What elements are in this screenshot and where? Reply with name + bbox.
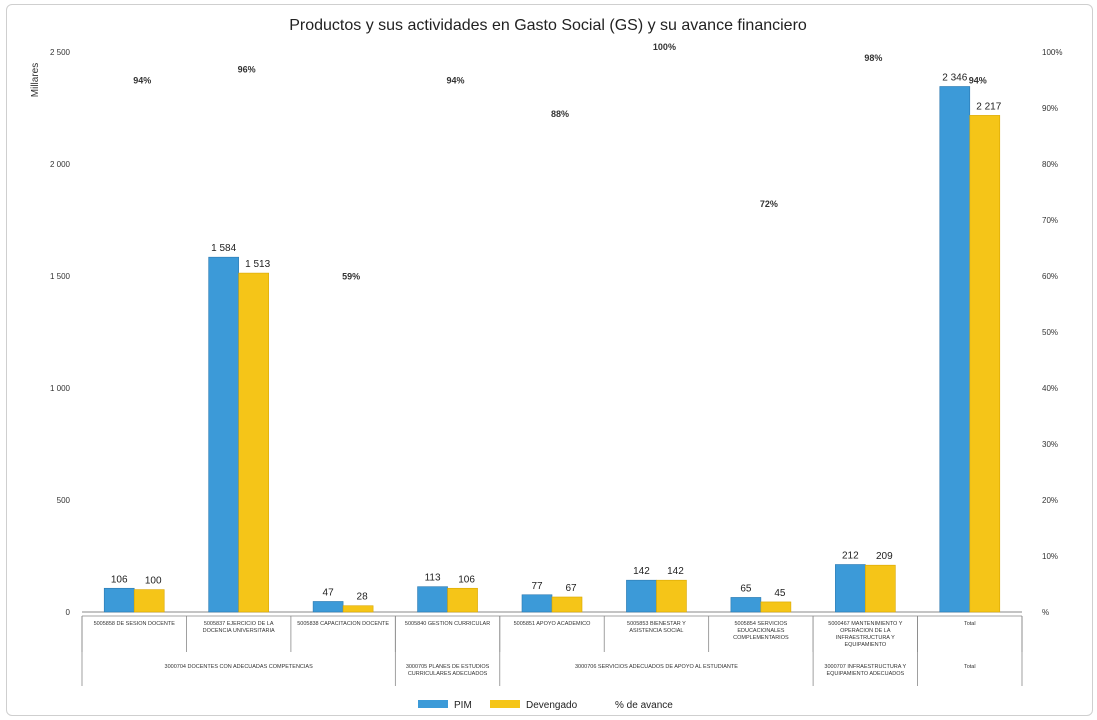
- bar-devengado: [760, 601, 792, 613]
- data-label-pim: 1 584: [211, 243, 236, 254]
- bar-pim: [835, 564, 866, 613]
- x-tick-label: 5005851 APOYO ACADEMICO: [514, 621, 591, 627]
- y2-tick-label: 80%: [1042, 160, 1058, 169]
- x-tick-label: 5005837 EJERCICIO DE LA DOCENCIA UNIVERSI…: [203, 621, 275, 634]
- percent-label: 59%: [342, 272, 360, 282]
- bar-devengado: [342, 605, 374, 613]
- group-label: Total: [964, 664, 976, 670]
- percent-label: 72%: [760, 199, 778, 209]
- group-label: 3000704 DOCENTES CON ADECUADAS COMPETENC…: [165, 664, 314, 670]
- bar-pim: [103, 587, 135, 613]
- percent-label: 98%: [864, 53, 882, 63]
- percent-label: 100%: [653, 42, 676, 52]
- legend-label: PIM: [454, 700, 472, 711]
- bar-devengado: [133, 589, 165, 613]
- percent-label: 96%: [238, 64, 256, 74]
- percent-label: 94%: [969, 76, 987, 86]
- data-label-devengado: 1 513: [245, 259, 270, 270]
- percent-label: 94%: [447, 76, 465, 86]
- data-label-devengado: 106: [458, 574, 475, 585]
- legend-label: Devengado: [526, 700, 578, 711]
- data-label-devengado: 67: [565, 583, 577, 594]
- y2-tick-label: 100%: [1042, 48, 1062, 57]
- data-label-pim: 113: [425, 573, 441, 584]
- y2-tick-label: 90%: [1042, 104, 1058, 113]
- bar-pim: [208, 256, 239, 613]
- y2-tick-label: 20%: [1042, 496, 1058, 505]
- y-tick-label: 1 500: [50, 272, 71, 281]
- group-label: 3000706 SERVICIOS ADECUADOS DE APOYO AL …: [575, 664, 738, 670]
- plot-area: 0 500 1 000 1 500 2 000 2 500% 10% 20% 30% 40% 50%…: [50, 42, 1062, 686]
- bar-pim: [730, 597, 762, 613]
- bar-devengado: [238, 272, 269, 613]
- percent-label: 94%: [133, 76, 151, 86]
- data-label-devengado: 2 217: [976, 101, 1001, 112]
- y2-tick-label: %: [1042, 608, 1049, 617]
- y2-tick-label: 60%: [1042, 272, 1058, 281]
- x-tick-label: 5005853 BIENESTAR Y ASISTENCIA SOCIAL: [627, 621, 686, 634]
- data-label-pim: 212: [842, 551, 859, 562]
- bar-devengado: [551, 596, 583, 613]
- y2-tick-label: 40%: [1042, 384, 1058, 393]
- bar-devengado: [656, 579, 687, 613]
- x-tick-label: 5005838 CAPACITACION DOCENTE: [297, 621, 389, 627]
- data-label-pim: 106: [111, 574, 128, 585]
- bar-devengado: [969, 115, 1001, 613]
- data-label-devengado: 142: [667, 566, 684, 577]
- y-tick-label: 2 500: [50, 48, 71, 57]
- y2-tick-label: 70%: [1042, 216, 1058, 225]
- bar-pim: [626, 579, 657, 613]
- y-axis-label: Millares: [30, 63, 41, 97]
- x-tick-label: 5005840 GESTION CURRICULAR: [405, 621, 490, 627]
- y-tick-label: 500: [57, 496, 71, 505]
- legend: PIM Devengado % de avance: [418, 700, 673, 711]
- data-label-pim: 142: [633, 566, 650, 577]
- data-label-pim: 77: [531, 581, 543, 592]
- data-label-pim: 2 346: [942, 72, 967, 83]
- bar-devengado: [865, 564, 896, 613]
- y-tick-label: 0: [66, 608, 71, 617]
- data-label-pim: 47: [323, 587, 335, 598]
- y2-tick-label: 10%: [1042, 552, 1058, 561]
- data-label-devengado: 100: [145, 576, 162, 587]
- x-tick-label: Total: [964, 621, 976, 627]
- chart-title: Productos y sus actividades en Gasto Soc…: [289, 17, 807, 34]
- legend-swatch-devengado: [490, 700, 520, 708]
- x-tick-label: 5005854 SERVICIOS EDUCACIONALES COMPLEMENT…: [733, 621, 789, 641]
- bar-pim: [521, 594, 553, 613]
- y2-tick-label: 30%: [1042, 440, 1058, 449]
- y2-tick-label: 50%: [1042, 328, 1058, 337]
- y-tick-label: 2 000: [50, 160, 71, 169]
- bar-pim: [939, 86, 971, 613]
- data-label-pim: 65: [740, 583, 752, 594]
- data-label-devengado: 45: [774, 588, 786, 599]
- bar-pim: [417, 586, 448, 613]
- x-tick-label: 5000467 MANTENIMIENTO Y OPERACION DE LA IN…: [828, 621, 902, 648]
- x-tick-label: 5005858 DE SESION DOCENTE: [94, 621, 176, 627]
- group-label: 3000705 PLANES DE ESTUDIOS CURRICULARES A…: [406, 664, 490, 677]
- group-label: 3000707 INFRAESTRUCTURA Y EQUIPAMIENTO AD…: [824, 664, 906, 677]
- data-label-devengado: 209: [876, 551, 893, 562]
- data-label-devengado: 28: [357, 592, 369, 603]
- legend-label: % de avance: [615, 700, 673, 711]
- bar-devengado: [447, 587, 478, 613]
- percent-label: 88%: [551, 109, 569, 119]
- bar-pim: [312, 601, 344, 613]
- y-tick-label: 1 000: [50, 384, 71, 393]
- legend-swatch-pim: [418, 700, 448, 708]
